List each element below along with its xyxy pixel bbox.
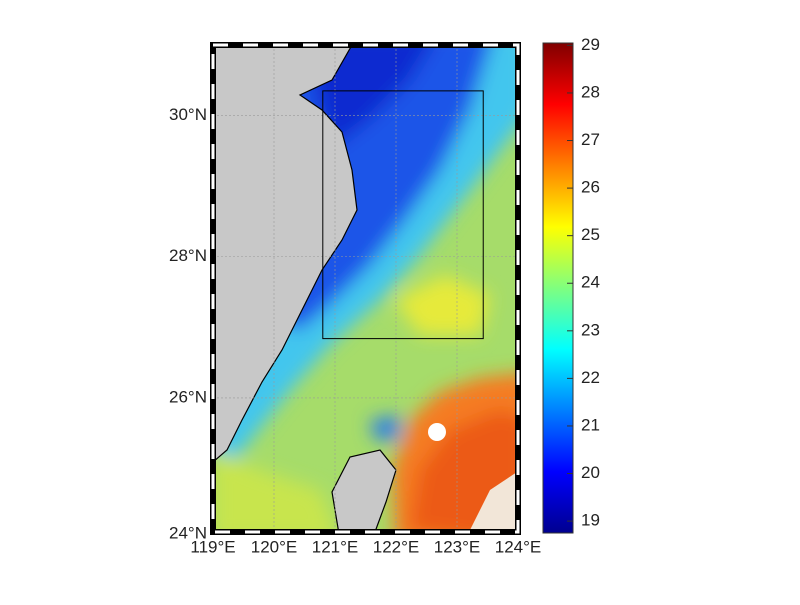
colorbar-tick-label: 22 xyxy=(581,368,600,387)
colorbar-tick-label: 28 xyxy=(581,82,600,101)
colorbar-tick-label: 24 xyxy=(581,273,600,292)
colorbar-tick-label: 27 xyxy=(581,130,600,149)
y-tick-label: 26°N xyxy=(169,387,207,406)
y-tick-label: 30°N xyxy=(169,105,207,124)
annotations xyxy=(322,90,484,340)
x-tick-label: 119°E xyxy=(190,537,235,556)
sst-field xyxy=(213,45,518,532)
x-tick-label: 122°E xyxy=(373,537,420,556)
map-frame-dash xyxy=(211,43,520,534)
study-box xyxy=(322,90,484,340)
colorbar-tick-label: 19 xyxy=(581,511,600,530)
x-tick-label: 124°E xyxy=(495,537,542,556)
y-tick-label: 28°N xyxy=(169,246,207,265)
y-tick-label: 24°N xyxy=(169,523,207,542)
x-tick-label: 120°E xyxy=(251,537,298,556)
colorbar-tick-label: 23 xyxy=(581,320,600,339)
colorbar-tick-label: 21 xyxy=(581,415,600,434)
colorbar xyxy=(542,42,574,534)
graticule xyxy=(213,45,518,532)
colorbar-tick-label: 20 xyxy=(581,463,600,482)
x-tick-label: 123°E xyxy=(434,537,481,556)
colorbar-tick-label: 29 xyxy=(581,35,600,54)
colorbar-tick-label: 25 xyxy=(581,225,600,244)
colorbar-tick-label: 26 xyxy=(581,178,600,197)
x-tick-label: 121°E xyxy=(312,537,359,556)
